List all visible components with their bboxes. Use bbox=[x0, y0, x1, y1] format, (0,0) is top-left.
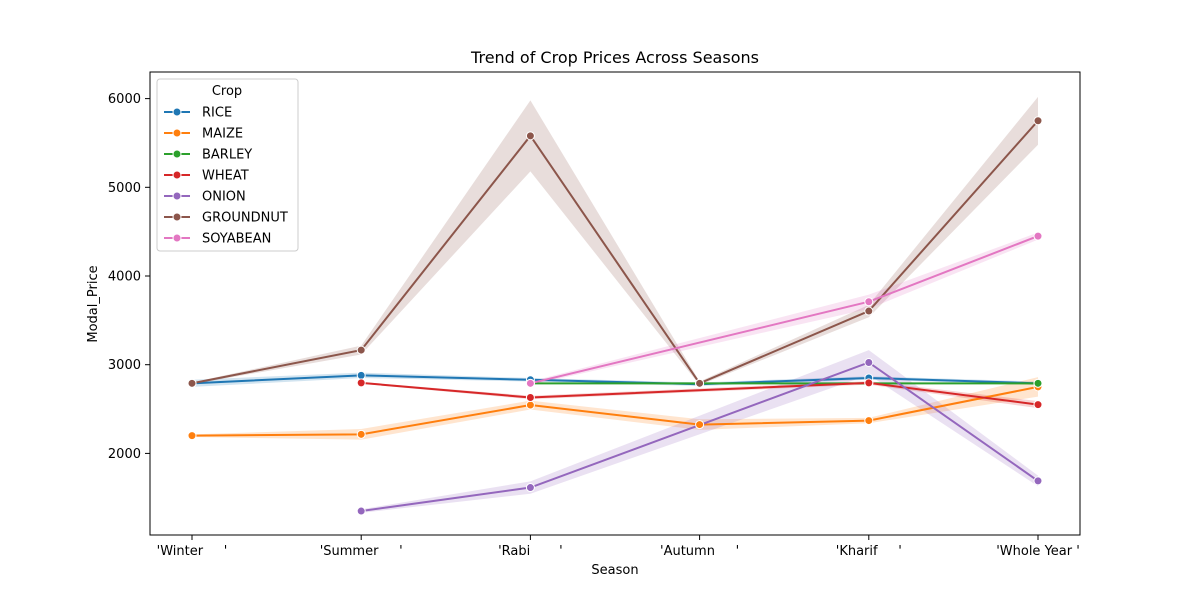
x-axis: 'Winter ' 'Summer ' 'Rabi ' 'Autumn ' 'Khari… bbox=[157, 535, 1080, 559]
legend-marker bbox=[172, 170, 182, 180]
y-tick-label: 6000 bbox=[108, 92, 141, 107]
legend-label: WHEAT bbox=[202, 169, 249, 184]
x-tick-label: 'Kharif ' bbox=[836, 544, 902, 559]
x-tick-label: 'Autumn ' bbox=[660, 544, 739, 559]
data-point bbox=[525, 131, 535, 141]
y-axis-label: Modal_Price bbox=[86, 265, 101, 342]
data-point bbox=[864, 357, 874, 367]
confidence-band bbox=[192, 377, 1038, 440]
data-point bbox=[1033, 476, 1043, 486]
data-point bbox=[356, 506, 366, 516]
legend-marker bbox=[172, 149, 182, 159]
series-line bbox=[361, 381, 1039, 406]
data-point bbox=[356, 345, 366, 355]
legend-label: MAIZE bbox=[202, 127, 243, 142]
legend-box bbox=[156, 78, 299, 252]
data-point bbox=[356, 429, 366, 439]
legend-title: Crop bbox=[212, 84, 242, 99]
data-point bbox=[864, 378, 874, 388]
data-point bbox=[525, 400, 535, 410]
confidence-band bbox=[192, 96, 1038, 386]
y-tick-label: 5000 bbox=[108, 181, 141, 196]
series-points bbox=[187, 116, 1043, 516]
legend-marker bbox=[172, 107, 182, 117]
legend-label: ONION bbox=[202, 190, 246, 205]
data-point bbox=[864, 306, 874, 316]
series-line bbox=[191, 374, 1039, 386]
data-point bbox=[1033, 400, 1043, 410]
data-point bbox=[187, 378, 197, 388]
plot-frame bbox=[149, 71, 1081, 536]
data-point bbox=[356, 378, 366, 388]
legend-marker bbox=[172, 128, 182, 138]
x-tick-label: 'Winter ' bbox=[157, 544, 228, 559]
x-tick-label: 'Summer ' bbox=[320, 544, 403, 559]
legend-label: SOYABEAN bbox=[202, 232, 271, 247]
y-tick-label: 3000 bbox=[108, 358, 141, 373]
data-point bbox=[356, 370, 366, 380]
x-tick-label: 'Rabi ' bbox=[498, 544, 563, 559]
confidence-bands bbox=[192, 96, 1038, 513]
data-point bbox=[695, 378, 705, 388]
data-point bbox=[695, 420, 705, 430]
data-point bbox=[187, 431, 197, 441]
data-point bbox=[864, 416, 874, 426]
y-tick-label: 4000 bbox=[108, 270, 141, 285]
legend-label: BARLEY bbox=[202, 148, 252, 163]
data-point bbox=[1033, 116, 1043, 126]
legend-marker bbox=[172, 233, 182, 243]
confidence-band bbox=[530, 232, 1038, 386]
data-point bbox=[864, 297, 874, 307]
chart-title: Trend of Crop Prices Across Seasons bbox=[470, 48, 759, 67]
confidence-band bbox=[361, 350, 1038, 513]
y-axis: 2000 3000 4000 5000 6000 bbox=[108, 92, 150, 462]
data-point bbox=[1033, 231, 1043, 241]
data-point bbox=[525, 483, 535, 493]
data-point bbox=[525, 393, 535, 403]
series-line bbox=[191, 120, 1039, 385]
legend: Crop RICE MAIZE BARLEY WHEAT ONION GROUNDNUT S… bbox=[156, 78, 299, 252]
data-point bbox=[1033, 378, 1043, 388]
x-tick-label: 'Whole Year ' bbox=[996, 544, 1080, 559]
legend-label: GROUNDNUT bbox=[202, 211, 288, 226]
y-tick-label: 2000 bbox=[108, 447, 141, 462]
legend-marker bbox=[172, 191, 182, 201]
series-line bbox=[191, 385, 1039, 437]
data-point bbox=[525, 378, 535, 388]
legend-label: RICE bbox=[202, 106, 232, 121]
legend-marker bbox=[172, 212, 182, 222]
x-axis-label: Season bbox=[591, 563, 638, 578]
